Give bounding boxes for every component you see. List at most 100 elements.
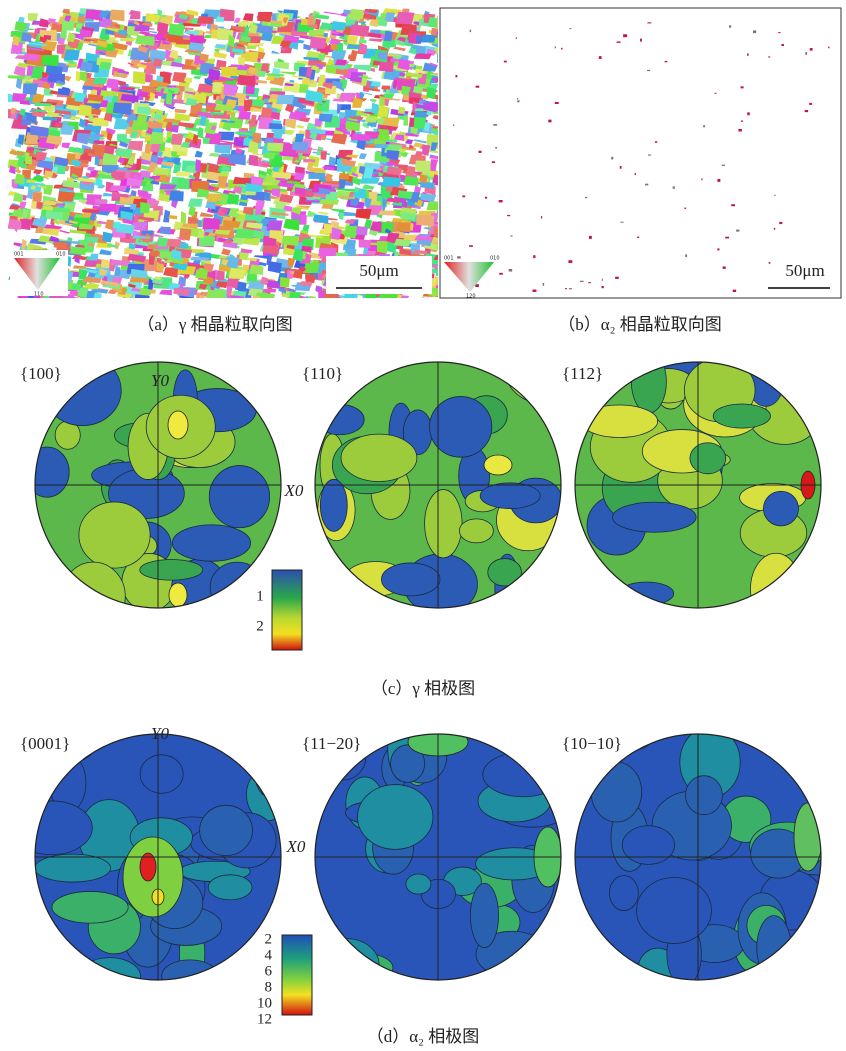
contour-region [430,397,492,458]
grain [648,154,651,155]
grain [237,75,255,87]
grain [421,296,427,308]
contour-region [483,752,563,797]
grain [237,21,253,25]
hot-spot [794,803,822,871]
contour-region [208,875,252,900]
grain [517,100,519,102]
hot-spot [168,411,188,439]
grain [268,261,282,273]
caption: （d）α₂ 相极图 [367,1027,480,1046]
grain [14,66,26,76]
grain [723,266,726,268]
legend-label: 1 [256,588,264,604]
grain [64,76,72,82]
grain [166,92,172,105]
grain [396,12,414,24]
grain [738,129,741,132]
grain [470,30,471,32]
grain [99,249,112,255]
grain [288,258,296,268]
grain [403,116,408,126]
grain [23,83,39,95]
grain [580,281,584,282]
grain [150,176,161,180]
grain [370,99,377,103]
grain [378,129,389,141]
grain [355,209,371,219]
grain [16,78,23,89]
ipf-label: 001 [444,256,454,262]
grain [133,71,146,84]
grain [135,35,155,46]
grain [249,264,264,275]
grain [568,260,572,263]
grain [403,176,418,186]
grain [59,230,70,234]
grain [717,248,719,250]
grain [655,141,657,143]
contour-region [313,939,379,991]
grain [214,51,228,58]
contour-region [690,443,726,474]
grain [617,41,621,42]
grain [779,222,782,224]
grain [173,288,191,296]
grain [717,179,720,182]
grain [39,18,48,27]
grain [731,204,735,206]
figure-label: {110} [302,364,343,383]
grain [160,226,171,234]
grain [359,240,371,249]
grain [703,125,705,127]
grain [647,22,651,23]
contour-region [713,404,770,428]
grain [214,105,232,111]
grain [396,222,410,232]
grain [368,38,383,42]
grain [747,112,750,115]
contour-region [459,519,493,543]
grain [715,93,717,94]
legend-labels: 24681012 [257,931,273,1027]
grain [359,153,367,159]
pole-figure [11,711,287,995]
contour-region [200,805,253,855]
grain [747,53,748,55]
grain [174,109,186,114]
grain [485,197,487,199]
grain [283,219,299,231]
contour-region [25,447,69,497]
grain [543,283,544,286]
grain [214,44,226,49]
grain [555,102,559,104]
grain [453,125,454,126]
grain [238,111,251,119]
legend-label: 6 [265,963,273,979]
grain [493,124,497,126]
grain [331,50,346,59]
contour-region [316,404,364,434]
grain [352,178,361,186]
grain [774,228,776,230]
grain [809,103,812,105]
grain [374,144,389,148]
ipf-label: 110 [34,292,44,298]
grain [615,277,619,279]
figure-label: {100} [20,364,62,383]
grain [640,39,642,42]
grain [289,292,300,305]
grain [188,217,199,224]
grain [69,296,84,308]
grain [218,238,226,242]
contour-region [310,581,340,602]
contour-region [172,525,250,561]
grain [285,119,297,129]
grain [810,48,813,51]
grain [267,143,284,152]
grain [54,242,68,249]
grain [469,245,473,247]
grain [386,186,393,191]
grain [507,215,510,216]
grain [637,237,639,238]
